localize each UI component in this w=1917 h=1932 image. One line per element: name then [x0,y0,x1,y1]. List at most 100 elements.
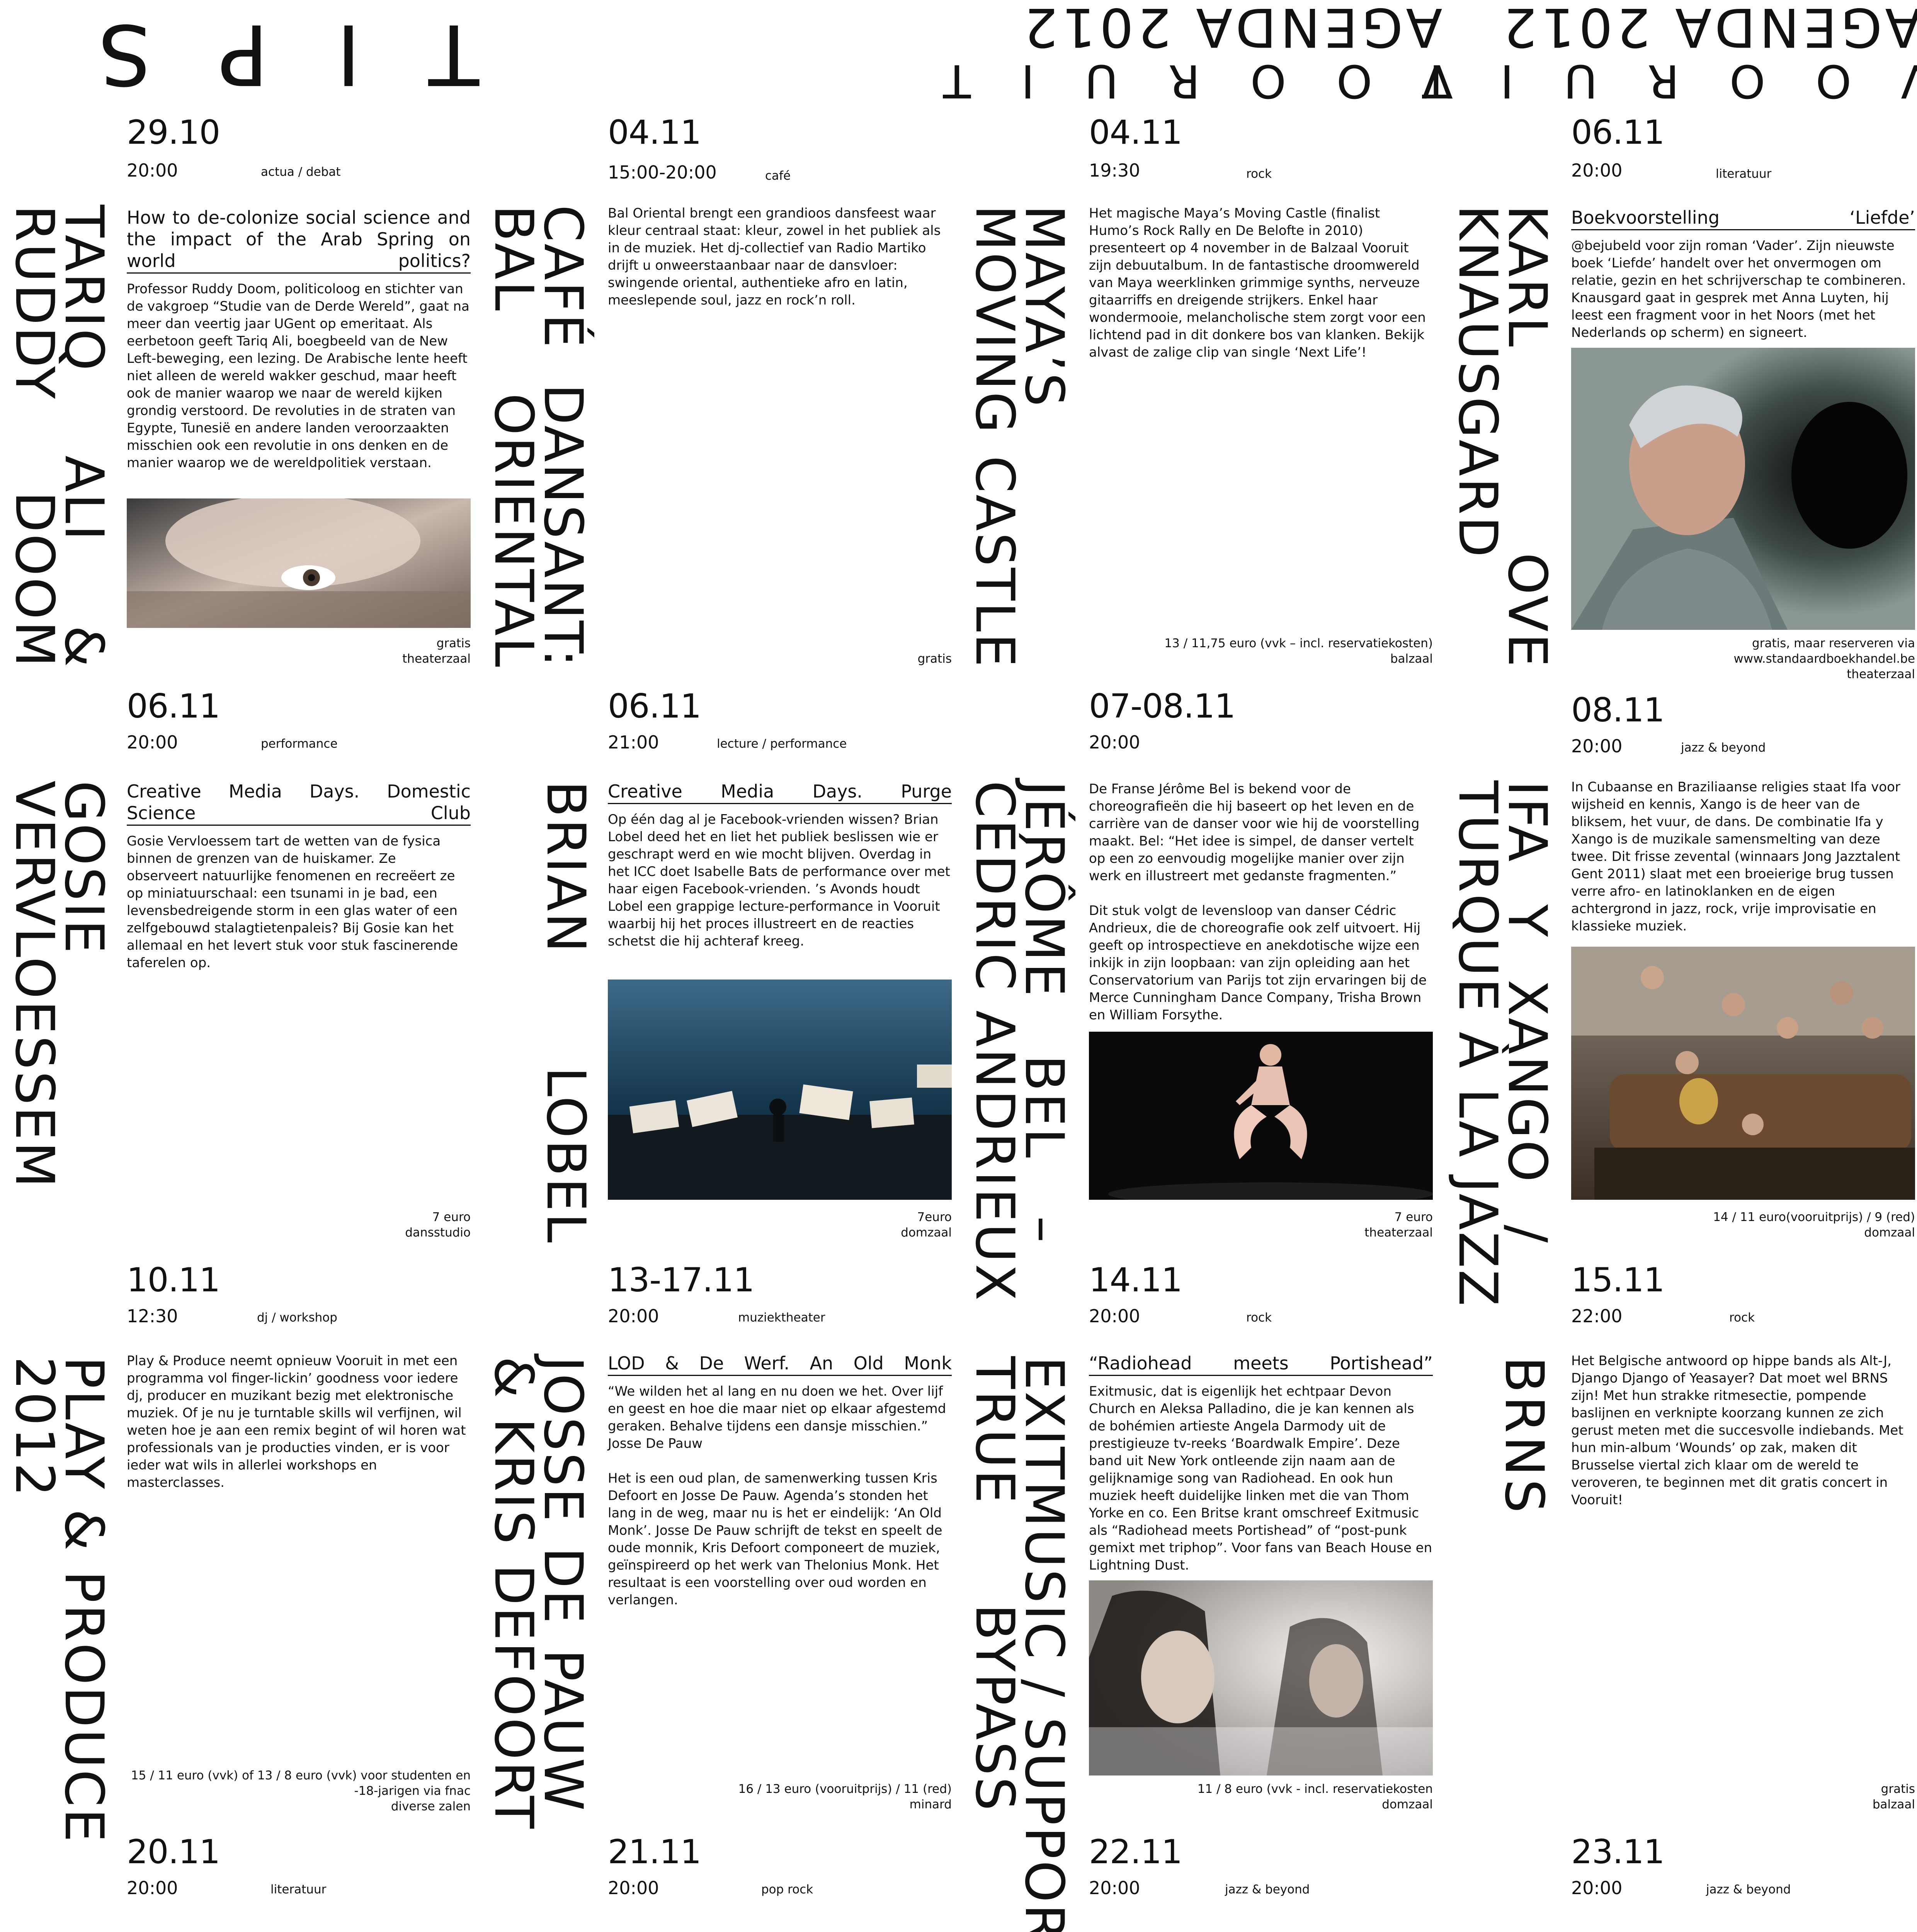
event-price: 15 / 11 euro (vvk) of 13 / 8 euro (vvk) … [131,1769,471,1798]
event-date: 15.11 [1571,1261,1665,1299]
event-genre: jazz & beyond [1225,1883,1310,1896]
event-venue: dansstudio [405,1226,471,1240]
event-description: Het magische Maya’s Moving Castle (final… [1089,206,1426,360]
event-venue: balzaal [1872,1798,1915,1811]
event-description: Play & Produce neemt opnieuw Vooruit in … [127,1353,466,1490]
event-price: 7 euro [1394,1210,1433,1224]
event-title: JOSSE DE PAUW & KRIS DEFOORT [483,1356,594,1830]
event-venue: theaterzaal [402,652,471,666]
event-time: 15:00-20:00 [608,162,717,183]
event-genre: jazz & beyond [1681,741,1766,755]
event-text: Play & Produce neemt opnieuw Vooruit in … [127,1352,471,1492]
event-time: 20:00 [608,1878,659,1898]
vooruit-wordmark: VOORUIT [893,54,1453,108]
event-genre: actua / debat [261,165,341,179]
event-venue: minard [909,1798,952,1811]
event-info: 16 / 13 euro (vooruitprijs) / 11 (red) m… [608,1781,952,1812]
event-date: 29.10 [127,113,220,152]
event-price: 7euro [917,1210,952,1224]
event-genre: muziektheater [738,1311,825,1325]
event-time: 19:30 [1089,160,1140,181]
event-date: 14.11 [1089,1261,1182,1299]
event-photo [1089,1580,1433,1776]
event-date: 13-17.11 [608,1261,755,1299]
event-description: In Cubaanse en Braziliaanse religies sta… [1571,779,1900,934]
event-date: 06.11 [608,687,701,726]
event-headline: LOD & De Werf. An Old Monk [608,1352,952,1376]
agenda-year: AGENDA 2012 [1020,0,1442,58]
event-text: Het magische Maya’s Moving Castle (final… [1089,205,1433,361]
event-headline: How to de-colonize social science and th… [127,207,471,274]
event-photo [127,498,471,628]
event-date: 04.11 [608,113,701,152]
event-description: Bal Oriental brengt een grandioos dansfe… [608,206,941,308]
event-price: gratis, maar reserveren via www.standaar… [1733,636,1915,666]
event-price: gratis [1881,1782,1915,1796]
event-description: Professor Ruddy Doom, politicoloog en st… [127,281,469,471]
event-venue: domzaal [1864,1226,1915,1240]
event-text: In Cubaanse en Braziliaanse religies sta… [1571,779,1915,935]
event-genre: lecture / performance [717,737,847,751]
event-date: 06.11 [1571,113,1665,152]
event-info: gratis [608,651,952,667]
event-time: 20:00 [127,732,178,753]
event-title: JÉRÔME BEL – CÉDRIC ANDRIEUX [964,781,1075,1302]
event-info: 13 / 11,75 euro (vvk – incl. reservatiek… [1089,636,1433,667]
event-info: 14 / 11 euro(vooruitprijs) / 9 (red) dom… [1571,1209,1915,1240]
event-info: gratis theaterzaal [127,636,471,667]
event-text: How to de-colonize social science and th… [127,207,471,472]
event-description: De Franse Jérôme Bel is bekend voor de c… [1089,781,1427,1023]
event-text: De Franse Jérôme Bel is bekend voor de c… [1089,781,1433,1024]
event-text: Boekvoorstelling ‘Liefde’ @bejubeld voor… [1571,207,1915,342]
event-venue: theaterzaal [1364,1226,1433,1240]
event-info: 7 euro theaterzaal [1089,1209,1433,1240]
event-date: 04.11 [1089,113,1182,152]
event-info: 15 / 11 euro (vvk) of 13 / 8 euro (vvk) … [127,1768,471,1814]
event-description: Het Belgische antwoord op hippe bands al… [1571,1353,1903,1508]
event-venue: balzaal [1390,652,1433,666]
tips-header: TIPS [31,6,479,103]
event-info: 11 / 8 euro (vvk - incl. reservatiekoste… [1089,1781,1433,1812]
event-time: 20:00 [1571,160,1623,181]
event-time: 20:00 [608,1306,659,1327]
event-time: 20:00 [127,160,178,181]
event-venue: domzaal [901,1226,952,1240]
event-time: 12:30 [127,1306,178,1327]
event-date: 07-08.11 [1089,687,1236,726]
event-description: Gosie Vervloessem tart de wetten van de … [127,833,458,971]
event-text: Creative Media Days. Domestic Science Cl… [127,781,471,972]
event-venue: diverse zalen [391,1799,471,1813]
event-photo [1571,947,1915,1200]
event-description: @bejubeld voor zijn roman ‘Vader’. Zijn … [1571,238,1906,340]
event-title: EXITMUSIC / SUPPORT: TRUE BYPASS [964,1356,1075,1932]
event-genre: rock [1729,1311,1755,1325]
event-title: TARIQ ALI & RUDDY DOOM [3,205,115,668]
event-date: 10.11 [127,1261,220,1299]
event-time: 20:00 [1571,736,1623,757]
event-description: “We wilden het al lang en nu doen we het… [608,1384,946,1608]
event-price: 14 / 11 euro(vooruitprijs) / 9 (red) [1713,1210,1915,1224]
event-venue: theaterzaal [1847,667,1915,681]
event-text: Het Belgische antwoord op hippe bands al… [1571,1352,1915,1509]
vooruit-wordmark: VOORUIT [1372,54,1917,108]
event-description: Op één dag al je Facebook-vrienden wisse… [608,812,950,949]
event-date: 08.11 [1571,691,1665,730]
event-title: GOSIE VERVLOESSEM [3,781,115,1189]
event-time: 20:00 [1571,1878,1623,1898]
event-price: 13 / 11,75 euro (vvk – incl. reservatiek… [1164,636,1433,650]
event-date: 20.11 [127,1833,220,1871]
event-price: gratis [917,652,952,666]
event-genre: literatuur [1716,167,1772,181]
event-genre: dj / workshop [257,1311,337,1325]
event-date: 22.11 [1089,1833,1182,1871]
agenda-year: AGENDA 2012 [1499,0,1917,58]
event-headline: Boekvoorstelling ‘Liefde’ [1571,207,1915,230]
event-genre: literatuur [270,1883,327,1896]
event-text: LOD & De Werf. An Old Monk “We wilden he… [608,1352,952,1609]
event-genre: pop rock [761,1883,813,1896]
event-photo [1089,1032,1433,1200]
event-photo [1571,348,1915,630]
event-info: gratis, maar reserveren via www.standaar… [1571,636,1915,682]
event-time: 20:00 [1089,732,1140,753]
event-time: 21:00 [608,732,659,753]
